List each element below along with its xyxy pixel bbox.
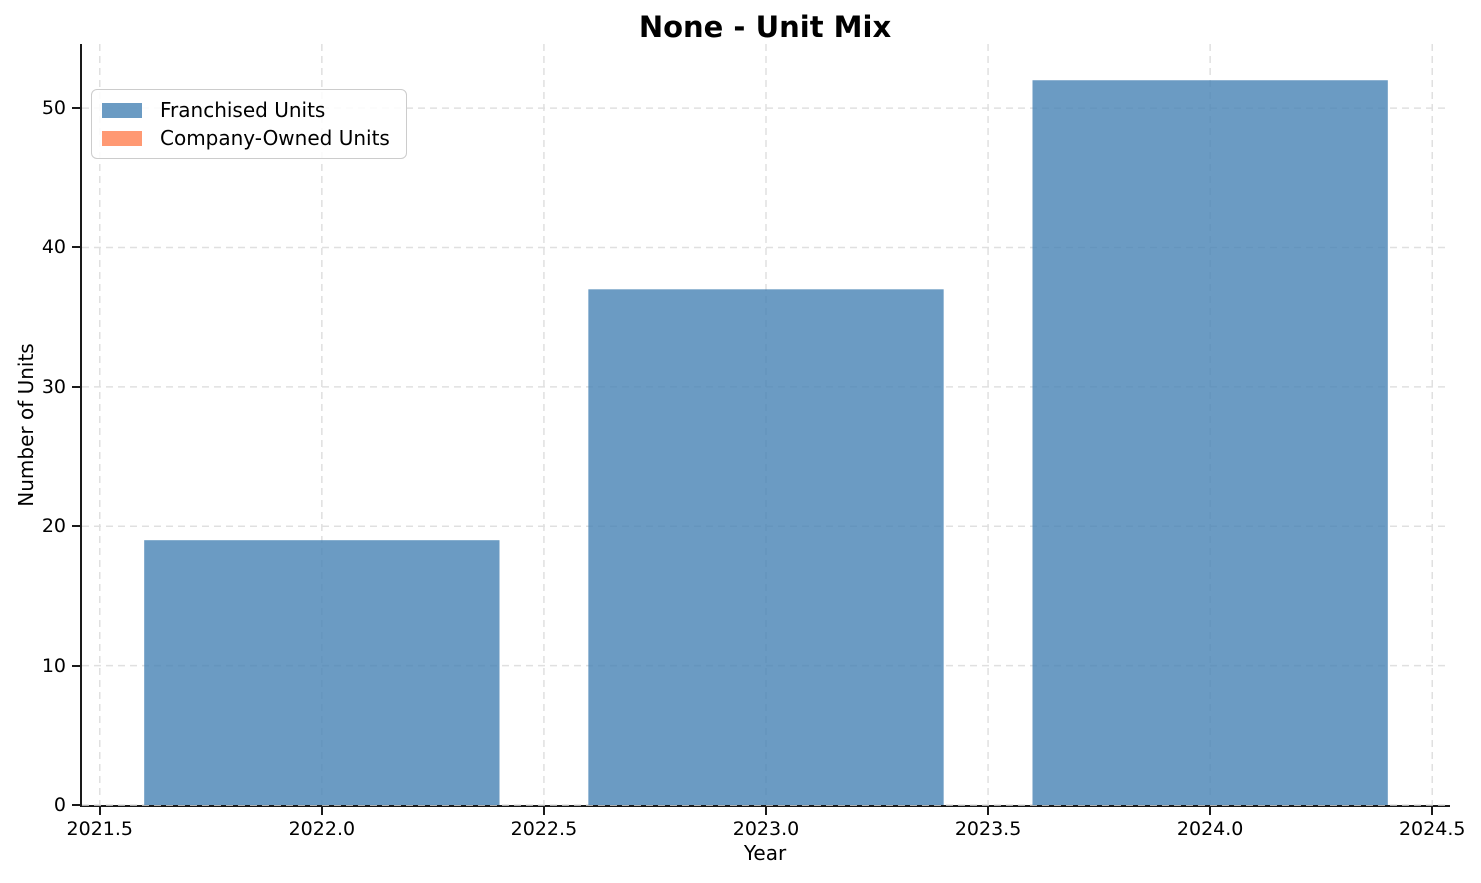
y-axis-label: Number of Units — [14, 343, 38, 507]
y-tick-label: 30 — [41, 375, 66, 398]
y-tick-label: 40 — [41, 236, 66, 259]
x-tick-mark — [542, 807, 545, 815]
y-tick-label: 10 — [41, 654, 66, 677]
legend-swatch-company-owned-icon — [102, 130, 142, 146]
plot-canvas — [82, 44, 1450, 806]
x-tick-label: 2022.5 — [510, 818, 578, 840]
x-tick-label: 2022.0 — [288, 818, 356, 840]
x-tick-label: 2023.0 — [732, 818, 800, 840]
legend: Franchised Units Company-Owned Units — [91, 89, 407, 159]
y-tick-mark — [72, 107, 80, 110]
x-tick-mark — [98, 807, 101, 815]
y-tick-label: 50 — [41, 97, 66, 120]
y-tick-mark — [72, 804, 80, 806]
x-tick-mark — [1209, 807, 1212, 815]
x-tick-label: 2024.0 — [1176, 818, 1244, 840]
x-axis-label: Year — [743, 841, 787, 865]
legend-swatch-franchised-icon — [102, 102, 142, 118]
x-tick-mark — [765, 807, 767, 815]
legend-label: Company-Owned Units — [160, 126, 390, 150]
chart-title: None - Unit Mix — [638, 10, 892, 44]
legend-label: Franchised Units — [160, 98, 326, 122]
x-tick-mark — [987, 807, 990, 815]
y-tick-label: 20 — [41, 515, 66, 538]
y-tick-label: 0 — [53, 794, 66, 816]
x-tick-label: 2023.5 — [954, 818, 1022, 840]
plot-area: 2021.5 2022.0 2022.5 2023.0 2023.5 2024.0 2024… — [42, 44, 1465, 840]
bar-2023 — [588, 289, 944, 805]
y-tick-mark — [72, 525, 80, 528]
y-tick-mark — [72, 246, 80, 249]
x-tick-label: 2021.5 — [66, 818, 134, 840]
x-tick-mark — [1431, 807, 1434, 815]
y-tick-mark — [72, 385, 80, 388]
bar-2024 — [1032, 80, 1388, 805]
x-tick-label: 2024.5 — [1398, 818, 1466, 840]
legend-entry-franchised: Franchised Units — [102, 98, 390, 122]
x-tick-mark — [320, 807, 323, 815]
bar-2022 — [144, 540, 500, 805]
legend-entry-company-owned: Company-Owned Units — [102, 126, 390, 150]
y-tick-mark — [72, 664, 80, 667]
